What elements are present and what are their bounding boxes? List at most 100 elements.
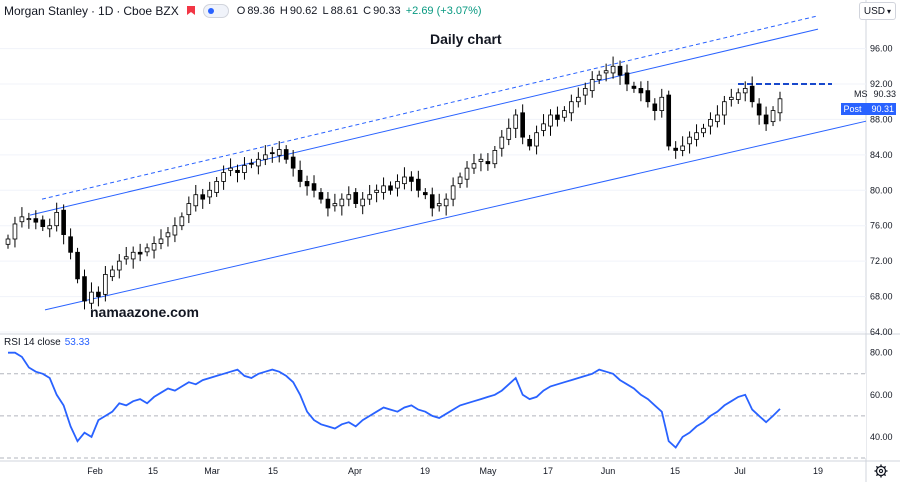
rsi-line-group — [8, 351, 781, 449]
candle — [485, 161, 491, 165]
candle — [429, 194, 435, 209]
red-flag-icon[interactable] — [185, 5, 197, 17]
price-tick-label: 88.00 — [870, 114, 893, 124]
candle — [123, 256, 129, 260]
candle — [207, 189, 213, 198]
candle — [416, 178, 421, 191]
candle — [221, 172, 226, 182]
candle — [381, 185, 386, 193]
candle — [770, 110, 776, 123]
time-tick-label: Jul — [734, 466, 746, 476]
candle — [596, 74, 602, 80]
candle — [256, 158, 261, 167]
symbol-name[interactable]: Morgan Stanley — [4, 4, 89, 18]
candle — [638, 88, 644, 94]
rsi-tick-label: 40.00 — [870, 432, 893, 442]
candle — [269, 152, 275, 155]
candle — [520, 112, 525, 138]
candle — [374, 189, 379, 193]
rsi-tick-label: 80.00 — [870, 348, 893, 358]
candle — [116, 260, 122, 271]
candle — [436, 203, 442, 207]
time-tick-label: 15 — [148, 466, 158, 476]
candle — [89, 291, 94, 304]
candle — [19, 216, 25, 223]
candle — [137, 251, 143, 255]
time-tick-label: 15 — [268, 466, 278, 476]
candle — [708, 119, 713, 127]
candle — [527, 138, 532, 147]
rsi-line — [8, 351, 781, 449]
candle — [680, 145, 685, 151]
candle — [26, 218, 32, 221]
candle — [325, 198, 331, 209]
chart-title: Daily chart — [430, 31, 502, 47]
candle — [61, 209, 66, 235]
candle — [534, 132, 539, 147]
candle — [235, 169, 240, 173]
candle — [158, 238, 164, 244]
exchange: Cboe BZX — [123, 4, 179, 18]
candle — [610, 65, 616, 74]
time-tick-label: 19 — [813, 466, 823, 476]
time-tick-label: 17 — [543, 466, 553, 476]
candle — [749, 85, 755, 103]
price-tick-label: 96.00 — [870, 44, 893, 54]
price-tick-label: 64.00 — [870, 327, 893, 337]
rsi-tick-label: 60.00 — [870, 390, 893, 400]
rsi-legend[interactable]: RSI 14 close 53.33 — [4, 337, 90, 348]
candle — [130, 251, 136, 260]
candle — [103, 274, 108, 295]
candle — [603, 70, 609, 74]
candle — [179, 216, 185, 227]
candle — [12, 223, 18, 240]
price-tick-label: 68.00 — [870, 292, 893, 302]
candle — [464, 167, 470, 180]
candle — [409, 176, 414, 182]
candle — [242, 165, 247, 173]
candle — [722, 101, 727, 116]
candle — [402, 176, 407, 185]
chevron-down-icon: ▾ — [886, 6, 891, 16]
time-tick-label: Feb — [87, 466, 103, 476]
price-tick-label: 84.00 — [870, 150, 893, 160]
candle — [54, 212, 59, 227]
candle — [110, 269, 115, 278]
candle — [395, 181, 400, 189]
post-price-tag: Post 90.31 — [841, 103, 896, 115]
channel-overlay — [29, 15, 867, 311]
candle — [263, 154, 268, 160]
candle — [311, 183, 317, 191]
gear-icon[interactable] — [874, 464, 888, 478]
separator: · — [91, 4, 96, 18]
candle — [144, 247, 150, 253]
candle — [666, 94, 672, 147]
candle — [339, 198, 345, 207]
watermark: namaazone.com — [90, 304, 199, 320]
candle — [582, 88, 588, 96]
candle — [715, 114, 720, 123]
currency-selector[interactable]: USD ▾ — [858, 2, 896, 20]
axes: 64.00 68.00 72.00 76.00 80.00 84.00 88.00 92.00… — [87, 44, 892, 476]
candle — [47, 225, 53, 230]
candle — [367, 194, 372, 200]
candle — [562, 110, 567, 118]
interval[interactable]: 1D — [98, 4, 114, 18]
candle — [388, 185, 393, 191]
time-tick-label: Apr — [348, 466, 362, 476]
candle — [33, 218, 39, 223]
candle — [290, 156, 296, 169]
candle — [318, 192, 324, 200]
candle — [687, 136, 692, 145]
candle — [652, 103, 658, 111]
toggle-icon[interactable] — [202, 4, 229, 18]
candle — [360, 198, 366, 207]
candle — [575, 96, 581, 103]
candle — [353, 192, 359, 204]
candle — [5, 238, 11, 245]
candle — [492, 150, 498, 165]
price-tick-label: 80.00 — [870, 185, 893, 195]
candle — [186, 203, 192, 216]
